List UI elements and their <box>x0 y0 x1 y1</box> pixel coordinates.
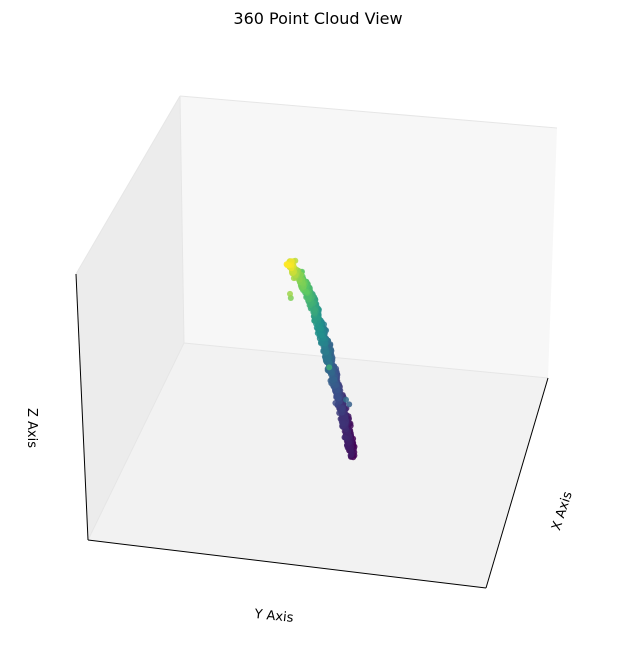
floor-pane <box>88 343 548 588</box>
pane-edges <box>75 95 558 541</box>
z-axis-label: Z Axis <box>24 408 39 448</box>
data-point <box>346 401 353 408</box>
data-point <box>343 396 349 403</box>
data-point <box>347 452 354 459</box>
data-point <box>285 262 292 268</box>
data-point <box>326 364 333 371</box>
data-point <box>332 400 339 406</box>
back-left-pane <box>76 96 184 540</box>
z-axis-line <box>75 273 89 541</box>
chart-title: 360 Point Cloud View <box>233 9 402 28</box>
data-point <box>341 434 348 441</box>
data-point <box>323 349 330 356</box>
data-point <box>338 405 345 411</box>
data-point <box>311 306 318 313</box>
data-point <box>318 340 324 347</box>
y-axis-label: Y Axis <box>253 607 295 626</box>
data-point <box>331 376 338 383</box>
x-axis-label: X Axis <box>549 490 576 533</box>
points-layer <box>283 257 358 461</box>
data-point <box>342 414 349 421</box>
data-point <box>324 355 331 362</box>
data-point <box>339 420 346 427</box>
back-right-pane <box>180 96 557 378</box>
data-point <box>314 330 321 337</box>
y-axis-line <box>87 539 487 589</box>
data-point <box>287 290 293 297</box>
data-point <box>334 393 340 400</box>
x-axis-line <box>485 377 549 589</box>
